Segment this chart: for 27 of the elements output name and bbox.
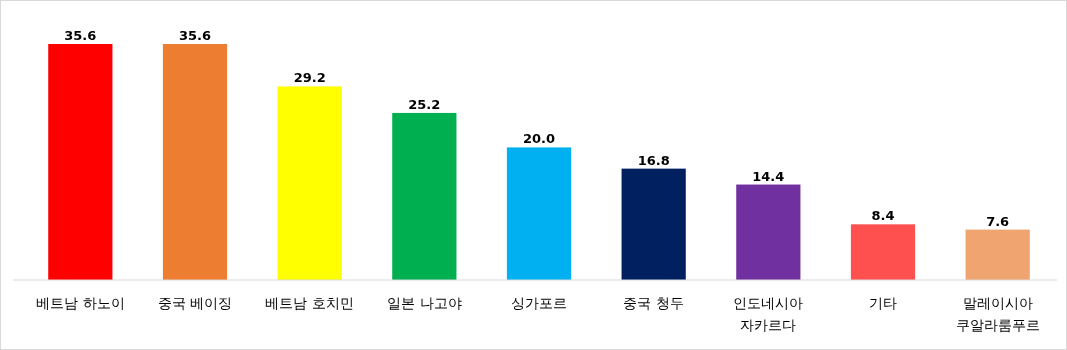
data-label: 29.2 — [293, 70, 326, 86]
x-tick-label: 중국 베이징 — [157, 295, 233, 311]
x-tick-label: 일본 나고야 — [387, 295, 462, 311]
x-tick-label: 베트남 호치민 — [265, 295, 354, 311]
data-label: 8.4 — [871, 208, 895, 224]
x-tick-label: 기타 — [869, 295, 897, 311]
data-label: 14.4 — [752, 168, 785, 184]
data-label: 35.6 — [178, 28, 212, 43]
x-tick-label: 베트남 하노이 — [36, 295, 125, 311]
x-tick-label: 싱가포르 — [511, 295, 567, 311]
bar — [965, 229, 1030, 280]
bar — [621, 168, 686, 280]
bar — [392, 112, 457, 280]
bar — [277, 86, 342, 280]
data-label: 7.6 — [986, 213, 1010, 229]
data-label: 20.0 — [522, 131, 556, 147]
bar — [736, 184, 801, 280]
data-label: 35.6 — [64, 28, 97, 43]
x-tick-label: 중국 청두 — [623, 295, 684, 311]
data-label: 16.8 — [637, 152, 670, 168]
bar — [850, 224, 916, 280]
data-label: 25.2 — [408, 96, 441, 112]
x-tick-label: 인도네시아 자카르다 — [733, 295, 804, 333]
bar — [506, 147, 572, 280]
x-tick-label: 말레이시아 쿠알라룸푸르 — [955, 295, 1040, 333]
bar — [162, 44, 228, 280]
bar — [48, 44, 113, 280]
